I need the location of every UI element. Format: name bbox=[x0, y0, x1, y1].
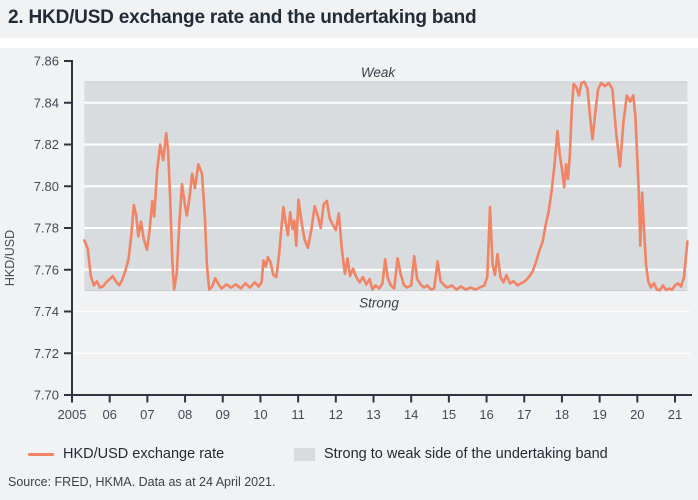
y-tick-label: 7.70 bbox=[34, 388, 59, 403]
x-tick-label: 21 bbox=[668, 407, 682, 422]
x-tick-label: 07 bbox=[140, 407, 154, 422]
legend: HKD/USD exchange rate Strong to weak sid… bbox=[0, 445, 698, 463]
legend-item-exchange-rate: HKD/USD exchange rate bbox=[28, 445, 224, 463]
divider bbox=[0, 38, 698, 48]
x-tick-label: 09 bbox=[216, 407, 230, 422]
legend-item-band: Strong to weak side of the undertaking b… bbox=[294, 445, 608, 463]
x-tick-label: 06 bbox=[102, 407, 116, 422]
source-note: Source: FRED, HKMA. Data as at 24 April … bbox=[8, 475, 276, 489]
x-tick-label: 10 bbox=[253, 407, 267, 422]
y-tick-label: 7.86 bbox=[34, 54, 59, 69]
exchange-rate-chart: Weak Strong 7.70 7.72 7.74 7.76 7.78 7.80 7.82 7.… bbox=[3, 54, 692, 422]
y-tick-label: 7.80 bbox=[34, 179, 59, 194]
x-tick-label: 14 bbox=[404, 407, 418, 422]
y-tick-label: 7.76 bbox=[34, 262, 59, 277]
y-tick-label: 7.82 bbox=[34, 137, 59, 152]
x-tick-label: 17 bbox=[517, 407, 531, 422]
x-tick-label: 12 bbox=[329, 407, 343, 422]
x-tick-label: 18 bbox=[555, 407, 569, 422]
x-tick-label: 16 bbox=[479, 407, 493, 422]
strong-side-label: Strong bbox=[359, 296, 399, 311]
page-title: 2. HKD/USD exchange rate and the underta… bbox=[8, 7, 477, 28]
y-tick-label: 7.78 bbox=[34, 221, 59, 236]
x-tick-label: 13 bbox=[366, 407, 380, 422]
weak-side-label: Weak bbox=[361, 65, 397, 80]
y-tick-label: 7.84 bbox=[34, 95, 59, 110]
y-axis-title: HKD/USD bbox=[3, 230, 17, 286]
y-tick-label: 7.74 bbox=[34, 304, 59, 319]
x-tick-label: 11 bbox=[291, 407, 305, 422]
legend-label-exchange-rate: HKD/USD exchange rate bbox=[63, 446, 225, 462]
band-swatch-icon bbox=[294, 447, 315, 461]
legend-label-band: Strong to weak side of the undertaking b… bbox=[324, 446, 608, 462]
x-tick-label: 08 bbox=[178, 407, 192, 422]
x-tick-label: 19 bbox=[592, 407, 606, 422]
x-tick-label: 2005 bbox=[58, 407, 87, 422]
exchange-rate-line bbox=[83, 80, 689, 292]
y-tick-label: 7.72 bbox=[34, 346, 59, 361]
x-tick-label: 20 bbox=[630, 407, 644, 422]
x-tick-label: 15 bbox=[442, 407, 456, 422]
line-swatch-icon bbox=[28, 452, 54, 456]
